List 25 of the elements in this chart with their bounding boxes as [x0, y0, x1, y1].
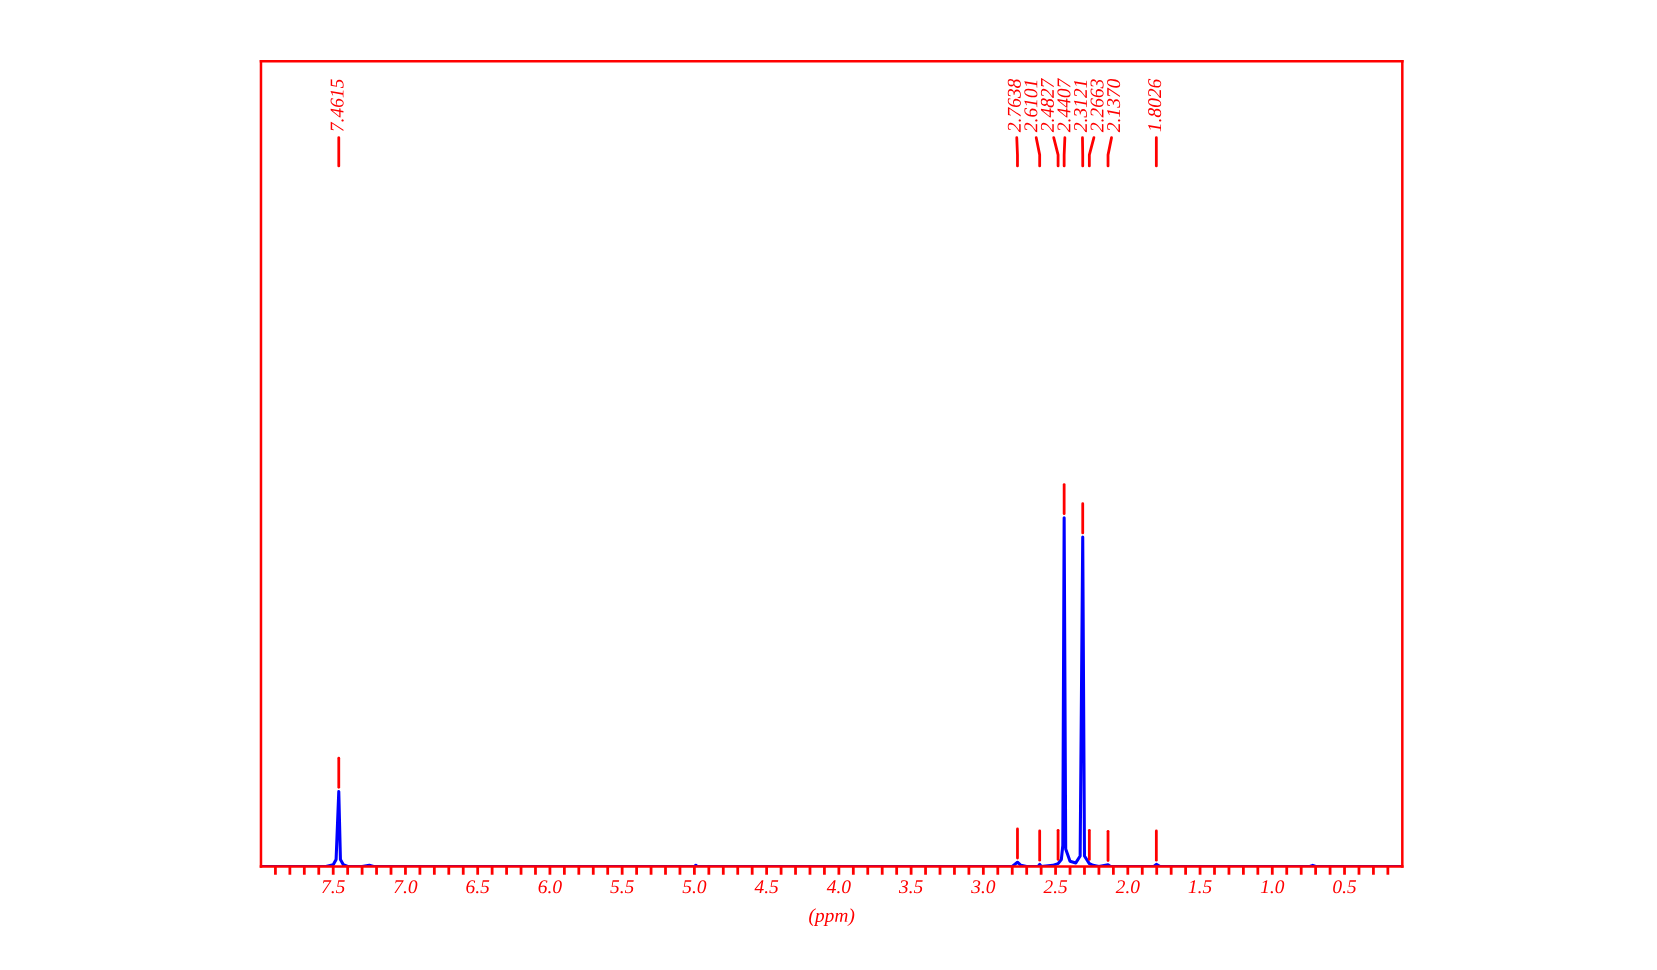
x-tick-label: 5.5	[610, 880, 634, 894]
annotation: 2.6101	[1024, 80, 1038, 133]
annotation: 2.7638	[1007, 78, 1021, 133]
annotation: 2.4827	[1040, 78, 1055, 133]
annotation: 1.8026	[1148, 78, 1162, 132]
x-tick-label: 1.5	[1188, 880, 1212, 894]
x-tick-label: 2.0	[1115, 880, 1140, 894]
x-tick-label: 6.5	[466, 880, 490, 894]
x-axis-title: (ppm)	[809, 908, 855, 926]
annotation: 2.4407	[1057, 78, 1071, 133]
x-tick-label: 7.5	[322, 880, 345, 894]
annotation: 2.3121	[1073, 80, 1088, 133]
annotation: 2.1370	[1107, 78, 1121, 133]
x-tick-label: 4.5	[754, 880, 779, 894]
x-tick-label: 0.5	[1333, 880, 1357, 894]
x-tick-label: 4.0	[826, 880, 851, 894]
x-tick-label: 1.0	[1260, 880, 1285, 894]
x-tick-label: 7.0	[394, 880, 418, 894]
x-tick-label: 5.0	[682, 880, 707, 894]
annotation: 2.2663	[1090, 79, 1104, 133]
annotation: 7.4615	[330, 79, 344, 132]
x-tick-label: 3.0	[971, 880, 996, 894]
x-tick-label: 3.5	[898, 880, 923, 894]
x-tick-label: 6.0	[538, 880, 562, 894]
x-tick-label: 2.5	[1043, 880, 1068, 894]
